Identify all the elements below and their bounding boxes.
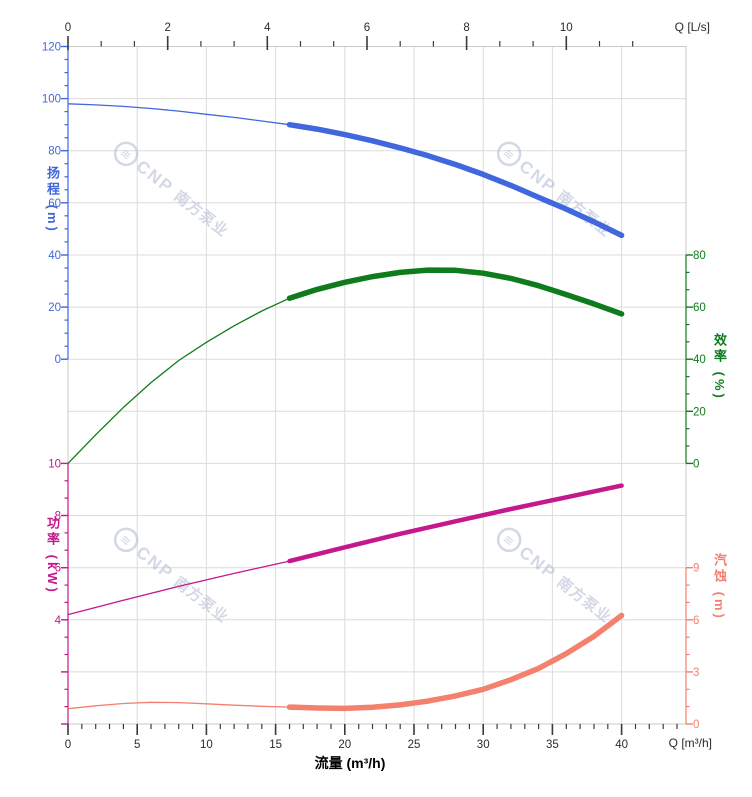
svg-text:≋: ≋ [500,145,518,164]
brand-logo-icon [113,141,139,167]
brand-watermarks: ≋ CNP 南方泵业 ≋ CNP 南方泵业 ≋ CNP 南方泵业 ≋ CNP 南… [113,141,615,627]
svg-text:80: 80 [48,146,61,158]
svg-text:35: 35 [546,739,559,751]
efficiency-axis-title: 效率 (%) [711,333,727,401]
svg-text:3: 3 [693,667,699,679]
npsh-axis-title: 汽蚀 (m) [711,553,727,621]
svg-text:8: 8 [55,511,61,523]
svg-text:9: 9 [693,563,699,575]
eff-axis: 80 60 40 20 0 [685,250,706,470]
svg-text:120: 120 [42,42,61,54]
svg-text:60: 60 [48,198,61,210]
svg-text:0: 0 [693,458,699,470]
npsh-axis: 9 6 3 0 [685,563,699,731]
svg-text:南方泵业: 南方泵业 [170,187,232,241]
vertical-gridlines [136,46,623,724]
brand-logo-icon [496,141,522,167]
svg-text:20: 20 [48,302,61,314]
svg-text:≋: ≋ [117,145,135,164]
svg-text:20: 20 [693,406,706,418]
head-axis-title: 扬程 (m) [44,166,60,234]
bottom-x-axis: 0 5 10 15 20 25 30 35 40 [65,724,678,751]
svg-text:0: 0 [55,354,61,366]
svg-text:CNP: CNP [516,543,561,584]
bottom-axis-unit-label: Q [m³/h] [668,736,712,750]
top-x-axis: 0 2 4 6 8 10 [65,22,634,50]
svg-text:30: 30 [477,739,490,751]
top-axis-unit-label: Q [L/s] [674,20,710,34]
series-power [67,483,624,616]
svg-text:4: 4 [55,615,62,627]
svg-text:25: 25 [408,739,421,751]
svg-text:2: 2 [164,22,170,34]
svg-text:0: 0 [65,739,71,751]
svg-text:40: 40 [48,250,61,262]
svg-text:CNP: CNP [133,157,178,198]
svg-text:8: 8 [463,22,469,34]
svg-text:100: 100 [42,94,61,106]
series-eff [67,267,625,464]
svg-text:6: 6 [693,615,699,627]
svg-text:15: 15 [269,739,282,751]
brand-logo-icon [113,527,139,553]
flow-axis-title: 流量 (m³/h) [314,755,386,771]
svg-text:40: 40 [693,354,706,366]
svg-text:≋: ≋ [117,531,135,550]
horizontal-gridlines [68,98,686,673]
svg-text:10: 10 [560,22,573,34]
svg-text:CNP: CNP [133,543,178,584]
power-axis-title: 功率 (kW) [44,516,60,595]
power-axis: 10 8 6 4 [48,458,69,725]
brand-logo-icon [496,527,522,553]
svg-text:5: 5 [134,739,140,751]
svg-text:0: 0 [65,22,71,34]
svg-text:10: 10 [48,458,61,470]
svg-text:0: 0 [693,719,699,731]
svg-text:40: 40 [615,739,628,751]
series-npsh [67,612,625,712]
head-axis: 120 100 80 60 40 20 0 [42,42,69,366]
svg-text:60: 60 [693,302,706,314]
svg-text:南方泵业: 南方泵业 [553,573,615,627]
series-head [67,103,625,239]
svg-text:4: 4 [264,22,271,34]
svg-text:南方泵业: 南方泵业 [553,187,615,241]
plot-border [67,46,687,725]
svg-text:80: 80 [693,250,706,262]
svg-text:10: 10 [200,739,213,751]
svg-text:≋: ≋ [500,531,518,550]
svg-text:6: 6 [55,563,61,575]
svg-text:20: 20 [338,739,351,751]
svg-text:6: 6 [364,22,370,34]
